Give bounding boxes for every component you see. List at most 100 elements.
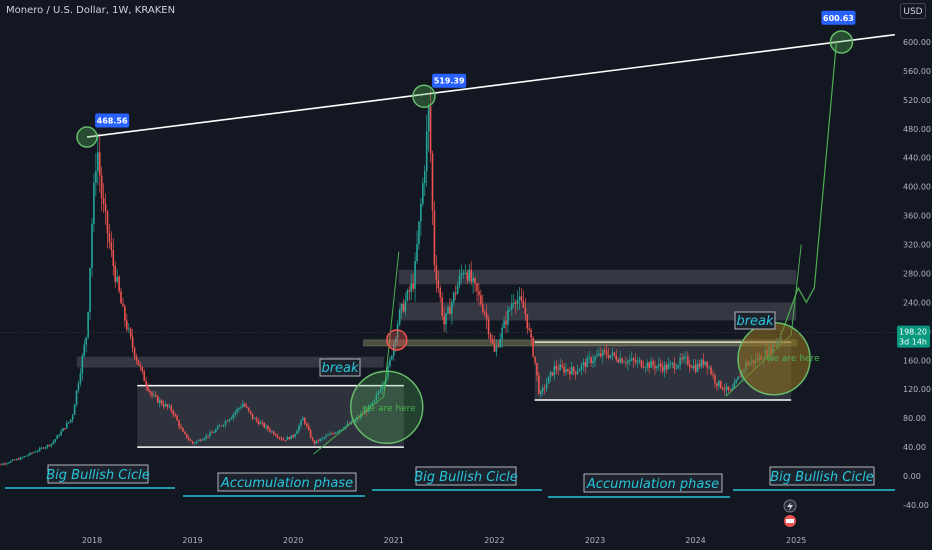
candle-body xyxy=(317,440,320,442)
candle-body xyxy=(373,400,376,403)
candle-body xyxy=(95,171,97,183)
candle-body xyxy=(176,415,178,421)
candle-body xyxy=(218,425,221,427)
candle-body xyxy=(650,361,652,368)
candle-body xyxy=(354,419,356,423)
candle-body xyxy=(203,438,206,440)
candle-body xyxy=(153,395,155,396)
flag-icon-stripe xyxy=(786,519,794,523)
candle-body xyxy=(309,430,312,438)
candle-body xyxy=(431,153,434,211)
candle-body xyxy=(44,447,47,449)
candle-body xyxy=(4,463,6,465)
candle-body xyxy=(723,389,726,391)
candle-body xyxy=(491,339,494,344)
candle-body xyxy=(265,426,267,428)
candle-body xyxy=(17,458,20,460)
candle-body xyxy=(313,440,316,444)
candle-body xyxy=(106,211,109,234)
candle-body xyxy=(143,371,146,382)
candle-body xyxy=(541,387,544,392)
candle-body xyxy=(234,412,236,415)
candle-body xyxy=(180,426,182,429)
candle-body xyxy=(81,355,84,374)
candle-body xyxy=(588,357,590,359)
phase-label-box xyxy=(47,464,149,484)
candle-body xyxy=(240,407,242,409)
candle-body xyxy=(209,432,211,437)
phase-label: Accumulation phase xyxy=(220,476,353,491)
candle-body xyxy=(129,328,132,337)
candle-body xyxy=(596,355,598,357)
candle-body xyxy=(445,313,447,325)
candle-body xyxy=(11,459,14,461)
candle-body xyxy=(321,438,324,439)
candle-body xyxy=(396,324,399,339)
candle-body xyxy=(514,302,517,304)
candle-body xyxy=(422,183,424,204)
candle-body xyxy=(120,291,122,304)
candle-body xyxy=(613,352,616,356)
candle-body xyxy=(665,364,668,370)
price-tag xyxy=(432,73,467,88)
phase-label-box xyxy=(217,472,357,492)
candle-body xyxy=(300,420,302,426)
candle-body xyxy=(164,404,167,407)
candle-body xyxy=(108,233,111,243)
candle-body xyxy=(93,182,95,225)
candle-body xyxy=(729,389,732,391)
candle-body xyxy=(139,365,142,368)
price-tag-text: 600.63 xyxy=(823,14,854,23)
candle-body xyxy=(114,265,117,282)
candle-body xyxy=(91,224,93,268)
candle-body xyxy=(228,419,231,422)
candle-body xyxy=(623,362,625,364)
candle-body xyxy=(663,364,666,372)
candle-body xyxy=(213,432,215,434)
candle-body xyxy=(199,439,202,441)
candle-body xyxy=(298,425,300,431)
candle-body xyxy=(497,346,500,347)
candle-body xyxy=(481,304,484,312)
price-tag xyxy=(95,113,130,128)
candle-body xyxy=(267,426,269,430)
candle-body xyxy=(83,344,86,356)
candle-body xyxy=(253,418,256,420)
candle-body xyxy=(38,448,41,451)
candle-body xyxy=(536,362,538,376)
candle-body xyxy=(540,391,542,394)
candle-body xyxy=(54,439,57,442)
currency-button[interactable]: USD xyxy=(900,3,926,19)
candle-body xyxy=(644,367,647,369)
candle-body xyxy=(675,367,678,369)
candle-body xyxy=(296,430,298,435)
y-tick-label: 0.00 xyxy=(903,472,921,481)
candle-body xyxy=(126,320,128,330)
candle-body xyxy=(238,408,240,410)
candle-body xyxy=(667,363,670,370)
y-tick-label: -40.00 xyxy=(903,501,929,510)
y-tick-label: 280.00 xyxy=(903,269,931,278)
candle-body xyxy=(104,203,107,212)
candle-body xyxy=(311,437,314,441)
candle-body xyxy=(485,313,488,320)
candle-body xyxy=(638,360,641,362)
candle-body xyxy=(385,377,387,383)
candle-body xyxy=(201,439,204,441)
y-tick-label: 520.00 xyxy=(903,96,931,105)
candle-body xyxy=(193,442,196,444)
candle-body xyxy=(56,435,58,440)
candle-body xyxy=(377,392,380,395)
candle-body xyxy=(216,426,219,430)
candle-body xyxy=(702,359,705,366)
candle-body xyxy=(472,277,474,282)
candle-body xyxy=(433,210,436,266)
candle-body xyxy=(449,306,451,314)
candle-body xyxy=(716,383,718,386)
candle-body xyxy=(0,464,2,466)
candle-body xyxy=(658,363,660,367)
current-price-countdown: 3d 14h xyxy=(899,338,927,347)
candle-body xyxy=(369,404,372,406)
candle-body xyxy=(661,366,664,372)
